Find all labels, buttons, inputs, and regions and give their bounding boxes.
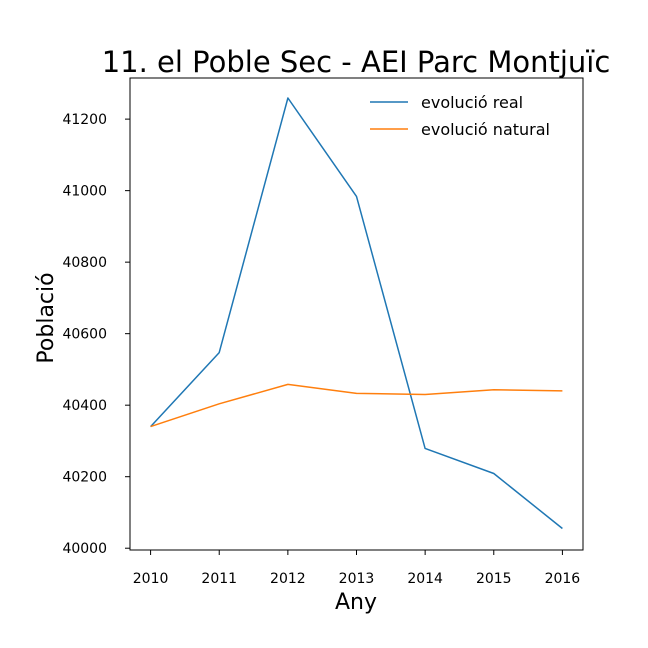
series-line-0 (150, 97, 563, 530)
legend: evolució real evolució natural (370, 93, 550, 139)
y-axis-title: Població (34, 272, 59, 363)
plot-frame (129, 77, 584, 551)
x-tick-label: 2011 (201, 571, 237, 587)
x-axis-title: Any (335, 590, 377, 615)
y-tick-label: 40800 (62, 255, 107, 271)
y-tick-label: 40600 (62, 327, 107, 343)
legend-label: evolució natural (421, 120, 550, 139)
chart-title: 11. el Poble Sec - AEI Parc Montjuïc (102, 45, 611, 79)
y-tick-label: 41200 (62, 112, 107, 128)
y-axis: 40000 40200 40400 40600 40800 41000 41200 (62, 112, 130, 557)
x-tick-label: 2014 (407, 571, 443, 587)
x-tick-label: 2015 (476, 571, 512, 587)
y-tick-label: 40200 (62, 470, 107, 486)
legend-label: evolució real (421, 93, 523, 112)
x-tick-label: 2012 (270, 571, 306, 587)
y-tick-label: 41000 (62, 184, 107, 200)
series-layer (150, 97, 563, 530)
series-line-1 (150, 383, 563, 428)
x-tick-label: 2013 (339, 571, 375, 587)
y-tick-label: 40400 (62, 398, 107, 414)
y-tick-label: 40000 (62, 541, 107, 557)
x-tick-label: 2016 (545, 571, 581, 587)
x-axis: 2010 2011 2012 2013 2014 2015 2016 (133, 550, 581, 587)
x-tick-label: 2010 (133, 571, 169, 587)
